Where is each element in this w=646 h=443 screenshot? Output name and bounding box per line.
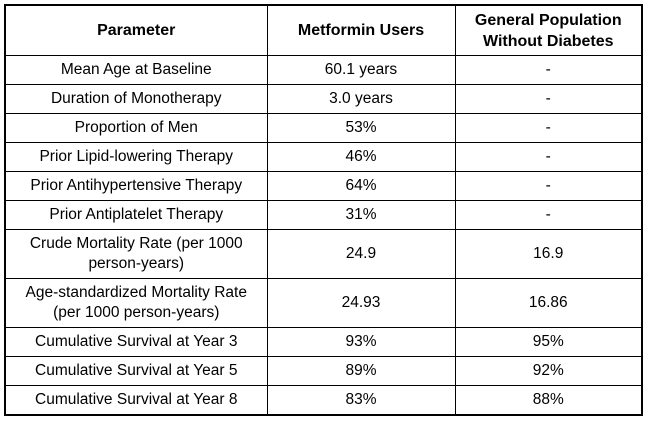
- parameter-cell: Cumulative Survival at Year 5: [4, 356, 268, 386]
- table-row: Mean Age at Baseline 60.1 years -: [4, 55, 643, 85]
- table-body: Mean Age at Baseline 60.1 years - Durati…: [4, 55, 643, 416]
- table-row: Cumulative Survival at Year 8 83% 88%: [4, 385, 643, 416]
- table-row: Prior Antiplatelet Therapy 31% -: [4, 200, 643, 230]
- general-population-value-cell: 92%: [454, 356, 643, 386]
- general-population-value-cell: -: [454, 142, 643, 172]
- metformin-value-cell: 83%: [266, 385, 456, 416]
- parameter-cell: Age-standardized Mortality Rate (per 100…: [4, 278, 268, 328]
- table-row: Duration of Monotherapy 3.0 years -: [4, 84, 643, 114]
- parameter-cell: Prior Antiplatelet Therapy: [4, 200, 268, 230]
- general-population-value-cell: 16.86: [454, 278, 643, 328]
- metformin-value-cell: 31%: [266, 200, 456, 230]
- table-row: Prior Antihypertensive Therapy 64% -: [4, 171, 643, 201]
- parameter-cell: Proportion of Men: [4, 113, 268, 143]
- general-population-value-cell: -: [454, 113, 643, 143]
- table-row: Cumulative Survival at Year 3 93% 95%: [4, 327, 643, 357]
- parameter-cell: Crude Mortality Rate (per 1000 person-ye…: [4, 229, 268, 279]
- header-parameter: Parameter: [4, 4, 268, 56]
- parameter-cell: Prior Antihypertensive Therapy: [4, 171, 268, 201]
- general-population-value-cell: -: [454, 171, 643, 201]
- parameter-cell: Prior Lipid-lowering Therapy: [4, 142, 268, 172]
- parameter-cell: Mean Age at Baseline: [4, 55, 268, 85]
- table-row: Cumulative Survival at Year 5 89% 92%: [4, 356, 643, 386]
- general-population-value-cell: -: [454, 200, 643, 230]
- metformin-value-cell: 24.9: [266, 229, 456, 279]
- table-row: Proportion of Men 53% -: [4, 113, 643, 143]
- metformin-value-cell: 3.0 years: [266, 84, 456, 114]
- metformin-value-cell: 24.93: [266, 278, 456, 328]
- table-row: Crude Mortality Rate (per 1000 person-ye…: [4, 229, 643, 279]
- header-general-population: General Population Without Diabetes: [454, 4, 643, 56]
- parameter-cell: Cumulative Survival at Year 3: [4, 327, 268, 357]
- metformin-value-cell: 53%: [266, 113, 456, 143]
- header-row: Parameter Metformin Users General Popula…: [4, 4, 643, 56]
- general-population-value-cell: -: [454, 84, 643, 114]
- metformin-value-cell: 89%: [266, 356, 456, 386]
- table-row: Age-standardized Mortality Rate (per 100…: [4, 278, 643, 328]
- general-population-value-cell: 16.9: [454, 229, 643, 279]
- metformin-value-cell: 64%: [266, 171, 456, 201]
- general-population-value-cell: 88%: [454, 385, 643, 416]
- parameter-cell: Duration of Monotherapy: [4, 84, 268, 114]
- metformin-value-cell: 46%: [266, 142, 456, 172]
- metformin-study-table: Parameter Metformin Users General Popula…: [4, 4, 643, 416]
- table-header: Parameter Metformin Users General Popula…: [4, 4, 643, 56]
- general-population-value-cell: 95%: [454, 327, 643, 357]
- metformin-value-cell: 60.1 years: [266, 55, 456, 85]
- metformin-value-cell: 93%: [266, 327, 456, 357]
- header-metformin-users: Metformin Users: [266, 4, 456, 56]
- parameter-cell: Cumulative Survival at Year 8: [4, 385, 268, 416]
- general-population-value-cell: -: [454, 55, 643, 85]
- table-row: Prior Lipid-lowering Therapy 46% -: [4, 142, 643, 172]
